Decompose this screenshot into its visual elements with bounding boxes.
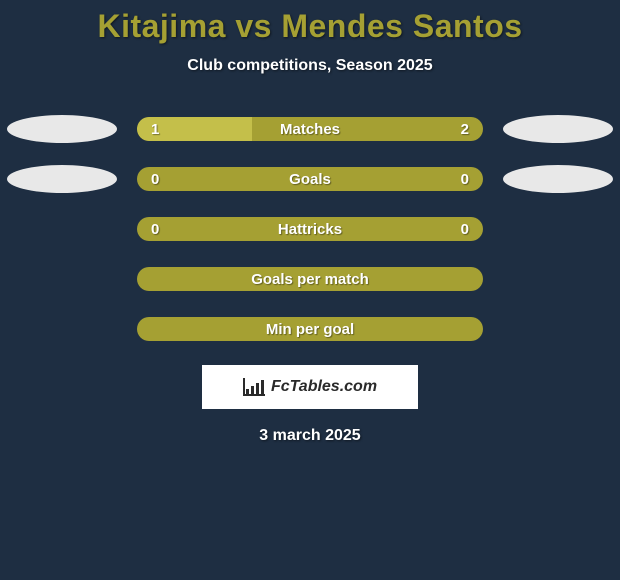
spacer <box>503 215 613 243</box>
player-oval-left <box>7 165 117 193</box>
stat-label: Goals per match <box>137 271 483 288</box>
spacer <box>7 315 117 343</box>
stat-right-value: 0 <box>461 221 469 238</box>
player-oval-right <box>503 115 613 143</box>
stat-bar: Goals per match <box>137 267 483 291</box>
stat-row: 1Matches2 <box>0 115 620 143</box>
stat-row: Goals per match <box>0 265 620 293</box>
subtitle: Club competitions, Season 2025 <box>0 57 620 75</box>
date-text: 3 march 2025 <box>0 427 620 445</box>
spacer <box>503 265 613 293</box>
player-oval-left <box>7 115 117 143</box>
stat-right-value: 2 <box>461 121 469 138</box>
stat-bar: 1Matches2 <box>137 117 483 141</box>
stat-bar: Min per goal <box>137 317 483 341</box>
page-title: Kitajima vs Mendes Santos <box>0 8 620 45</box>
stat-right-value: 0 <box>461 171 469 188</box>
stat-label: Hattricks <box>137 221 483 238</box>
stat-label: Min per goal <box>137 321 483 338</box>
player-oval-right <box>503 165 613 193</box>
barchart-icon <box>243 378 265 396</box>
stat-row: Min per goal <box>0 315 620 343</box>
spacer <box>503 315 613 343</box>
stat-row: 0Hattricks0 <box>0 215 620 243</box>
stat-row: 0Goals0 <box>0 165 620 193</box>
spacer <box>7 215 117 243</box>
stat-bar: 0Hattricks0 <box>137 217 483 241</box>
spacer <box>7 265 117 293</box>
logo: FcTables.com <box>243 378 377 396</box>
logo-text: FcTables.com <box>271 378 377 396</box>
stat-bar: 0Goals0 <box>137 167 483 191</box>
stat-rows: 1Matches20Goals00Hattricks0Goals per mat… <box>0 115 620 343</box>
stat-label: Goals <box>137 171 483 188</box>
stat-label: Matches <box>137 121 483 138</box>
logo-box: FcTables.com <box>202 365 418 409</box>
infographic-container: Kitajima vs Mendes Santos Club competiti… <box>0 0 620 445</box>
